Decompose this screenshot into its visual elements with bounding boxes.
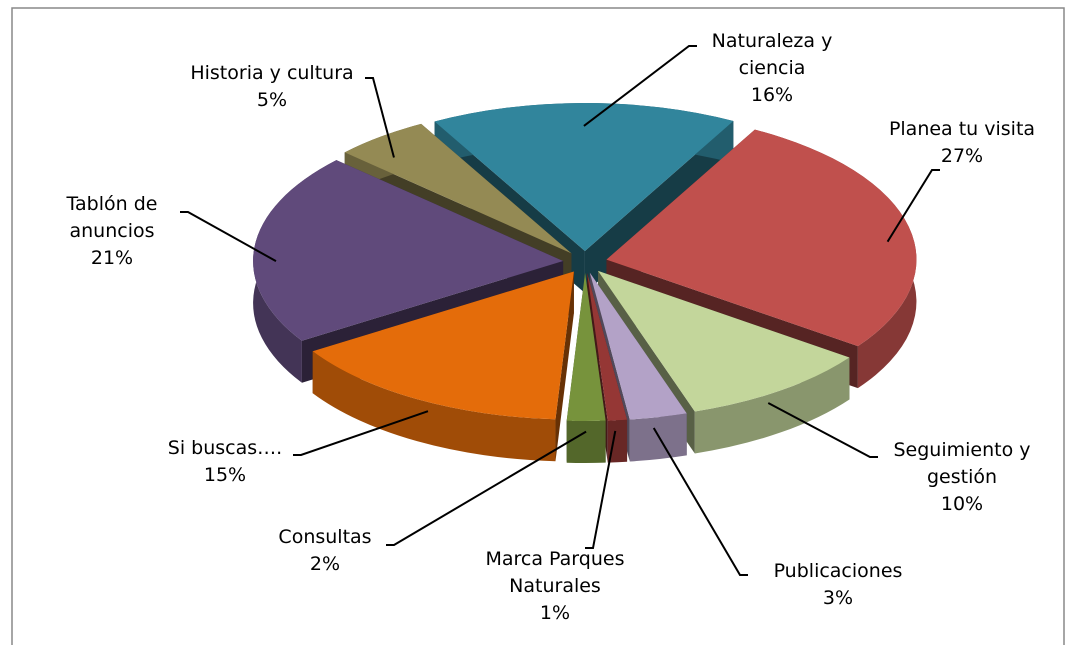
pie-slice <box>589 272 687 420</box>
slice-rim <box>312 351 556 462</box>
leader-line <box>652 427 748 576</box>
slice-wall <box>555 271 574 462</box>
category-label: Historia y cultura <box>190 62 354 84</box>
value-label: 10% <box>940 493 984 515</box>
pie-slice <box>566 272 606 421</box>
data-label: Tablón de anuncios 21% <box>42 191 182 272</box>
leader-line <box>386 430 587 546</box>
data-label: Consultas 2% <box>250 524 400 578</box>
pie-slice <box>253 160 564 341</box>
category-label: Consultas <box>278 526 372 548</box>
value-label: 3% <box>822 587 854 609</box>
category-label: Marca Parques Naturales <box>485 548 625 597</box>
data-label: Si buscas…. 15% <box>115 435 335 489</box>
category-label: Planea tu visita <box>888 118 1036 140</box>
data-label: Marca Parques Naturales 1% <box>470 546 640 627</box>
leader-line <box>180 211 277 263</box>
data-label: Seguimiento y gestión 10% <box>877 437 1047 518</box>
category-label: Publicaciones <box>773 560 903 582</box>
leader-line <box>293 410 429 456</box>
value-label: 2% <box>309 553 341 575</box>
data-label: Naturaleza y ciencia 16% <box>687 28 857 109</box>
leader-line <box>886 169 940 243</box>
category-label: Si buscas…. <box>167 437 283 459</box>
category-label: Naturaleza y ciencia <box>711 30 833 79</box>
pie-slice <box>344 123 572 254</box>
slice-rim <box>566 420 606 463</box>
value-label: 16% <box>750 84 794 106</box>
slice-tops <box>253 103 917 421</box>
value-label: 15% <box>203 464 247 486</box>
data-label: Planea tu visita 27% <box>847 116 1068 170</box>
pie-slice <box>597 270 850 412</box>
pie-slice <box>606 129 917 347</box>
pie-slice <box>587 272 628 421</box>
leader-line <box>583 45 697 127</box>
slice-rim <box>607 419 628 463</box>
value-label: 27% <box>940 145 984 167</box>
leader-line <box>365 77 395 158</box>
value-label: 21% <box>90 247 134 269</box>
pie-slice <box>434 103 734 252</box>
pie-slice <box>312 271 574 420</box>
value-label: 1% <box>539 602 571 624</box>
category-label: Seguimiento y gestión <box>893 439 1031 488</box>
leader-line <box>585 430 617 549</box>
chart-frame <box>11 7 1065 645</box>
value-label: 5% <box>256 89 288 111</box>
data-label: Publicaciones 3% <box>738 558 938 612</box>
data-label: Historia y cultura 5% <box>157 60 387 114</box>
category-label: Tablón de anuncios <box>66 193 158 242</box>
leader-line <box>767 402 878 458</box>
